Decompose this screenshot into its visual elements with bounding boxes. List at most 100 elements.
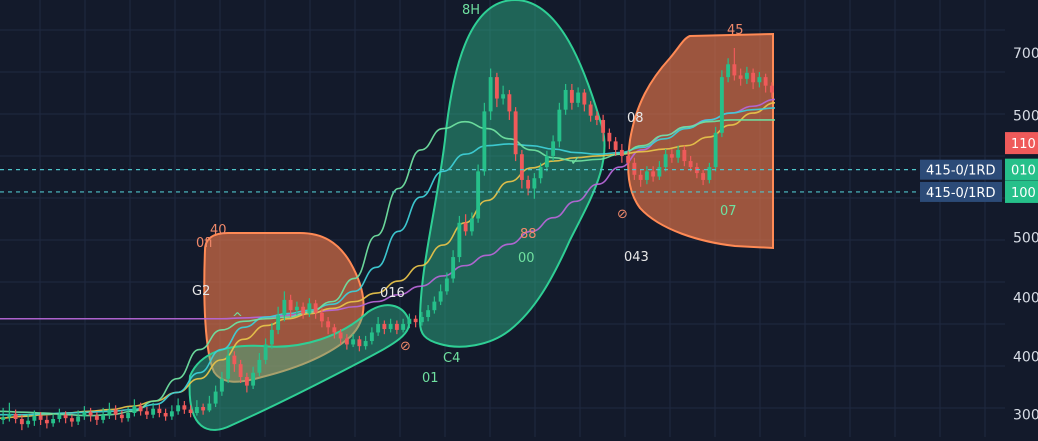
candle	[451, 250, 456, 283]
candle	[138, 402, 143, 416]
candle-body	[201, 407, 206, 411]
candle-body	[494, 77, 499, 99]
candle	[69, 414, 74, 427]
candle-body	[294, 306, 299, 311]
moving-average-line	[0, 107, 776, 416]
price-tag	[1005, 158, 1038, 181]
chart-annotation: 07	[720, 204, 737, 219]
y-tick-label: 400	[1013, 290, 1038, 306]
candle-body	[501, 94, 506, 99]
candle	[176, 398, 181, 415]
candle	[488, 68, 493, 120]
candle-body	[38, 415, 43, 420]
candle	[757, 71, 762, 88]
candle-body	[119, 414, 124, 419]
candle	[369, 327, 374, 345]
candle-body	[288, 299, 293, 311]
candle-body	[69, 418, 74, 422]
candle-body	[19, 419, 24, 425]
candle-body	[82, 412, 87, 417]
chart-annotation: ⊘	[617, 207, 628, 222]
candle-body	[451, 257, 456, 279]
candle	[151, 402, 156, 419]
candle-body	[126, 413, 131, 419]
candle-body	[482, 111, 487, 172]
chart-annotation: ⊘	[400, 339, 411, 354]
moving-average-line	[0, 119, 775, 417]
candle-body	[438, 291, 443, 302]
candle-body	[738, 75, 743, 79]
candle-body	[63, 414, 68, 419]
candle	[63, 411, 68, 424]
candle	[413, 315, 418, 328]
candle	[407, 313, 412, 329]
candle-body	[263, 344, 268, 360]
candle	[651, 166, 656, 182]
candle-body	[682, 149, 687, 162]
candle-body	[44, 419, 49, 424]
candle	[157, 404, 162, 418]
candle	[163, 408, 168, 421]
candle	[701, 169, 706, 186]
candle-body	[244, 377, 249, 386]
candle-body	[632, 162, 637, 175]
candle-body	[376, 323, 381, 333]
y-tick-label: 500	[1013, 109, 1038, 125]
chart-annotation: 0fi	[196, 236, 212, 251]
candle	[501, 85, 506, 105]
candle-body	[138, 406, 143, 412]
candle	[657, 161, 662, 180]
candle	[632, 157, 637, 180]
candle	[13, 409, 18, 424]
candle-body	[488, 77, 493, 112]
price-tag-label: 010	[1011, 164, 1036, 179]
candle	[576, 87, 581, 108]
candle-body	[226, 355, 231, 379]
candle-body	[219, 378, 224, 392]
chart-annotation: 043	[624, 250, 649, 265]
candle-body	[701, 173, 706, 180]
candle	[769, 82, 774, 98]
candle	[82, 406, 87, 420]
candle-body	[413, 318, 418, 323]
candle	[594, 111, 599, 126]
candle	[582, 89, 587, 112]
moving-average-line	[0, 102, 776, 419]
candle	[563, 83, 568, 115]
candle-body	[476, 171, 481, 219]
candle	[507, 89, 512, 120]
candle	[319, 308, 324, 328]
candle-body	[369, 332, 374, 342]
candle-body	[7, 413, 12, 418]
candle	[663, 149, 668, 172]
chart-annotation: 016	[380, 286, 405, 301]
candle-body	[613, 141, 618, 150]
candle	[569, 83, 574, 110]
candle	[432, 296, 437, 314]
candle-body	[457, 222, 462, 258]
candle	[394, 320, 399, 335]
chart-annotation: 01	[422, 371, 439, 386]
candle-body	[544, 155, 549, 168]
candle-body	[576, 92, 581, 103]
candle-body	[432, 301, 437, 311]
candle-body	[163, 413, 168, 417]
candle-body	[326, 321, 331, 328]
candle-body	[132, 406, 137, 414]
candle	[388, 318, 393, 333]
candle-body	[57, 414, 62, 420]
candle	[382, 320, 387, 335]
candle-body	[251, 372, 256, 386]
candle	[301, 302, 306, 319]
price-tag	[1005, 132, 1038, 155]
candle-body	[407, 318, 412, 324]
candle	[101, 407, 106, 424]
candle	[338, 329, 343, 345]
candle-body	[582, 92, 587, 105]
candle	[1, 407, 6, 425]
candle-body	[157, 408, 162, 414]
candle-body	[26, 420, 31, 425]
candle	[726, 58, 731, 83]
